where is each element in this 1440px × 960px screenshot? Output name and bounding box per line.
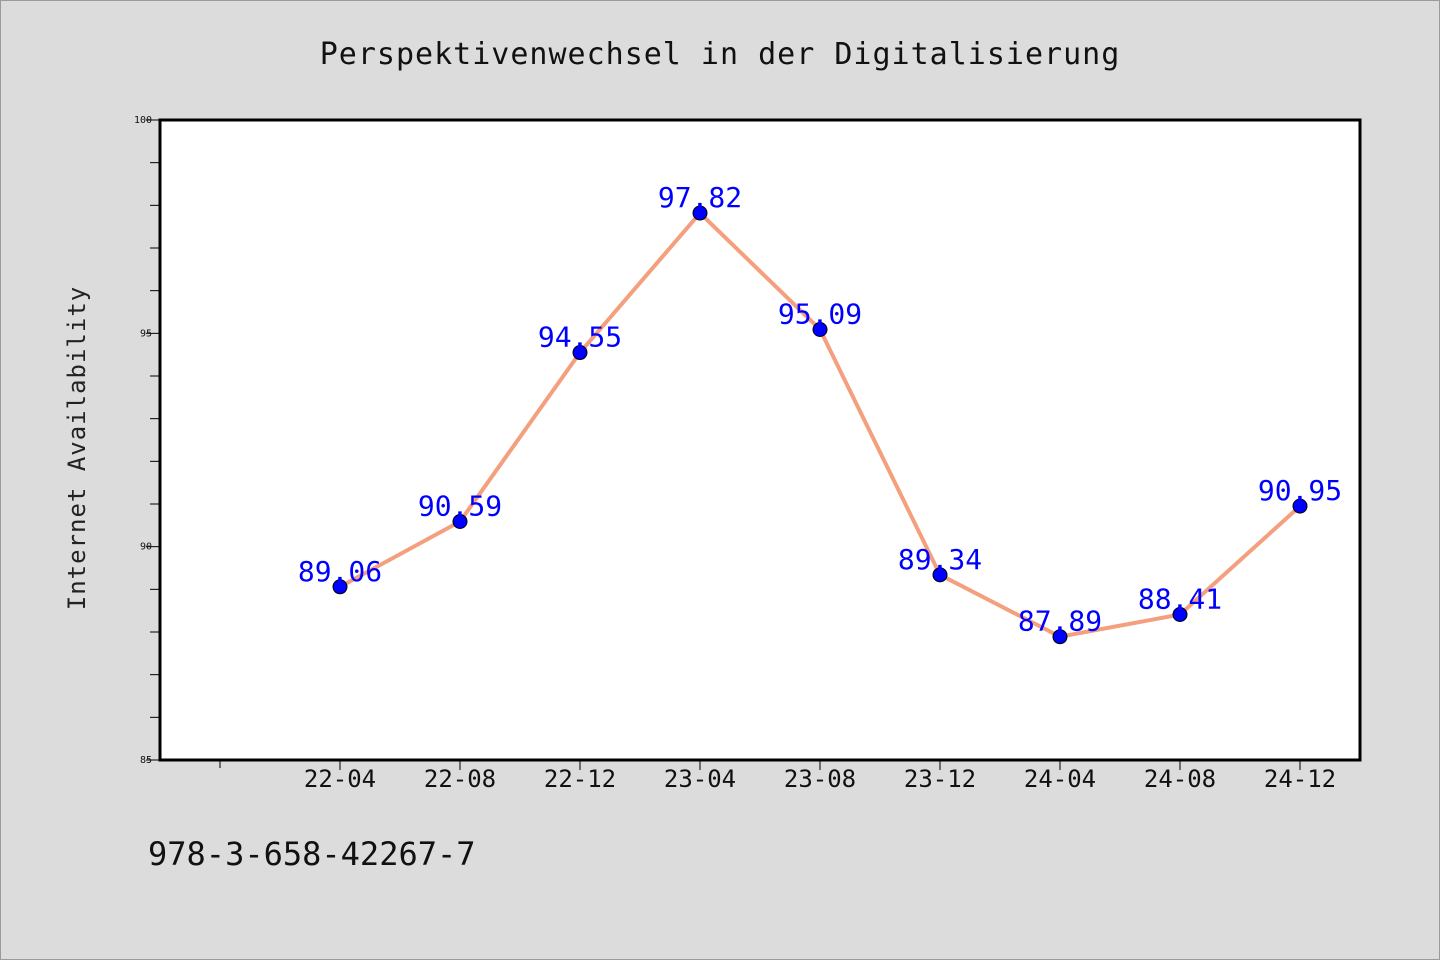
x-tick-label: 23-12 xyxy=(904,765,976,793)
data-label: 90.95 xyxy=(1258,474,1342,507)
x-tick-label: 23-04 xyxy=(664,765,736,793)
x-tick-label: 24-04 xyxy=(1024,765,1096,793)
y-tick-label: 85 xyxy=(140,755,152,766)
data-label: 95.09 xyxy=(778,297,862,330)
data-point xyxy=(1052,629,1068,645)
data-label: 90.59 xyxy=(418,489,502,522)
y-tick-label: 95 xyxy=(140,328,152,339)
x-tick-label: 22-08 xyxy=(424,765,496,793)
y-tick-label: 100 xyxy=(134,115,152,126)
data-point xyxy=(452,513,468,529)
data-label: 89.06 xyxy=(298,555,382,588)
data-label: 97.82 xyxy=(658,181,742,214)
data-point xyxy=(932,567,948,583)
data-label: 88.41 xyxy=(1138,583,1222,616)
x-tick-label: 22-12 xyxy=(544,765,616,793)
data-label: 94.55 xyxy=(538,321,622,354)
data-point xyxy=(572,345,588,361)
x-tick-label: 24-12 xyxy=(1264,765,1336,793)
series-layer: 89.06 90.59 94.55 97.82 95.09 89.34 87.89 88.41… xyxy=(298,181,1342,645)
x-tick-label: 23-08 xyxy=(784,765,856,793)
data-label: 87.89 xyxy=(1018,605,1102,638)
data-label: 89.34 xyxy=(898,543,982,576)
data-point xyxy=(332,579,348,595)
chart-title: Perspektivenwechsel in der Digitalisieru… xyxy=(320,37,1121,72)
y-axis-label: Internet Availability xyxy=(63,286,91,610)
x-tick-label: 24-08 xyxy=(1144,765,1216,793)
y-axis-ticks: 85 90 95 100 xyxy=(134,115,160,766)
y-tick-label: 90 xyxy=(140,542,152,553)
x-axis-ticks: 22-04 22-08 22-12 23-04 23-08 23-12 24-04 24-08… xyxy=(219,760,1336,793)
data-point xyxy=(1172,607,1188,623)
data-point xyxy=(812,321,828,337)
plot-area xyxy=(158,118,1362,762)
x-tick-label: 22-04 xyxy=(304,765,376,793)
data-point xyxy=(692,205,708,221)
isbn-footnote: 978-3-658-42267-7 xyxy=(148,835,476,873)
data-point xyxy=(1292,498,1308,514)
